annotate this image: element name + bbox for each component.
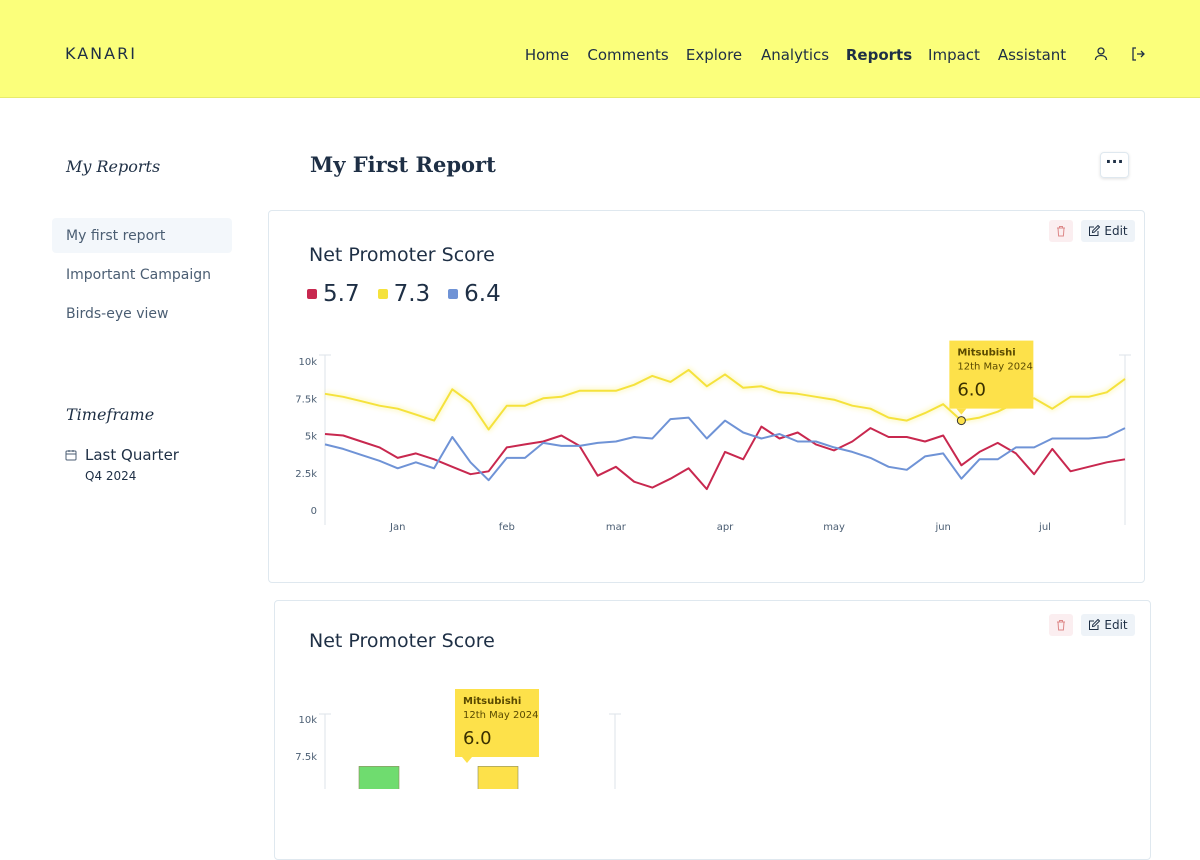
timeframe[interactable]: Last Quarter — [85, 446, 179, 464]
bar — [358, 766, 400, 789]
x-tick-label: jun — [934, 522, 950, 533]
legend-label: 7.3 — [393, 281, 431, 307]
tooltip-box — [949, 340, 1034, 409]
header: KANARI Home Comments Explore Analytics Repor… — [0, 0, 1200, 98]
bar — [477, 766, 519, 789]
x-tick-label: apr — [717, 522, 734, 533]
y-tick-label: 10k — [298, 357, 317, 368]
edit-label: Edit — [1104, 224, 1128, 238]
user-icon[interactable] — [1093, 46, 1109, 62]
tooltip: Mitsubishi 12th May 2024 6.0 — [949, 340, 1034, 415]
nav-link[interactable]: Explore — [685, 46, 743, 64]
tooltip-box — [455, 689, 539, 757]
tooltip-value: 6.0 — [463, 728, 492, 749]
edit-button[interactable]: Edit — [1081, 220, 1135, 242]
series-line — [324, 425, 1126, 491]
legend-label: 6.4 — [464, 281, 501, 307]
nav-link[interactable]: Impact — [928, 46, 980, 64]
report-title: My First Report — [310, 152, 496, 177]
report-link[interactable]: My first report — [52, 218, 232, 253]
y-tick-label: 5k — [305, 432, 317, 443]
y-tick-label: 10k — [298, 715, 317, 726]
nav-link[interactable]: Home — [524, 46, 570, 64]
edit-label: Edit — [1104, 618, 1128, 632]
legend-swatch — [448, 289, 459, 299]
nav-link[interactable]: Reports — [845, 46, 913, 64]
legend: 5.7 7.3 6.4 — [307, 281, 501, 307]
card-title: Net Promoter Score — [309, 244, 495, 266]
nav-link[interactable]: Assistant — [997, 46, 1067, 64]
highlight-point — [956, 416, 966, 426]
y-tick-label: 2.5k — [295, 469, 317, 480]
edit-button[interactable]: Edit — [1081, 614, 1135, 636]
y-tick-label: 7.5k — [295, 752, 317, 763]
timeframe-period: Q4 2024 — [85, 469, 137, 483]
y-tick-label: 7.5k — [295, 394, 317, 405]
series-line — [324, 416, 1126, 482]
legend-swatch — [377, 289, 388, 299]
legend-item: 7.3 — [377, 281, 431, 307]
card-title: Net Promoter Score — [309, 630, 495, 652]
legend-label: 5.7 — [323, 281, 360, 307]
more-button[interactable]: ··· — [1100, 152, 1129, 178]
legend-item: 5.7 — [307, 281, 360, 307]
sidebar-title: My Reports — [66, 157, 161, 176]
tooltip-date: 12th May 2024 — [463, 710, 538, 721]
tooltip-title: Mitsubishi — [463, 696, 521, 707]
x-tick-label: may — [823, 522, 845, 533]
x-tick-label: feb — [499, 522, 515, 533]
charts: 0 2.5k 5k 7.5k 10k Jan feb mar apr may jun jul Mitsu… — [295, 340, 1131, 789]
delete-button[interactable] — [1049, 614, 1073, 636]
tooltip-pointer — [956, 408, 967, 415]
tooltip-value: 6.0 — [957, 380, 986, 401]
x-tick-label: Jan — [389, 522, 405, 533]
report-link[interactable]: Birds-eye view — [66, 306, 169, 322]
report-link[interactable]: Important Campaign — [66, 267, 211, 283]
tooltip-title: Mitsubishi — [957, 348, 1015, 359]
legend-item: 6.4 — [448, 281, 501, 307]
x-tick-label: jul — [1038, 522, 1051, 533]
logo[interactable]: KANARI — [65, 44, 137, 63]
tooltip: Mitsubishi 12th May 2024 6.0 — [455, 689, 539, 763]
nav-link[interactable]: Analytics — [760, 46, 830, 64]
tooltip-pointer — [462, 757, 472, 763]
x-tick-label: mar — [606, 522, 627, 533]
tooltip-date: 12th May 2024 — [957, 362, 1032, 373]
series-line — [324, 368, 1126, 431]
calendar-icon — [65, 450, 77, 461]
logout-icon[interactable] — [1130, 46, 1146, 62]
timeframe-title: Timeframe — [66, 405, 155, 424]
delete-button[interactable] — [1049, 220, 1073, 242]
y-tick-label: 0 — [311, 506, 317, 517]
nav-link[interactable]: Comments — [587, 46, 669, 64]
legend-swatch — [307, 289, 317, 299]
